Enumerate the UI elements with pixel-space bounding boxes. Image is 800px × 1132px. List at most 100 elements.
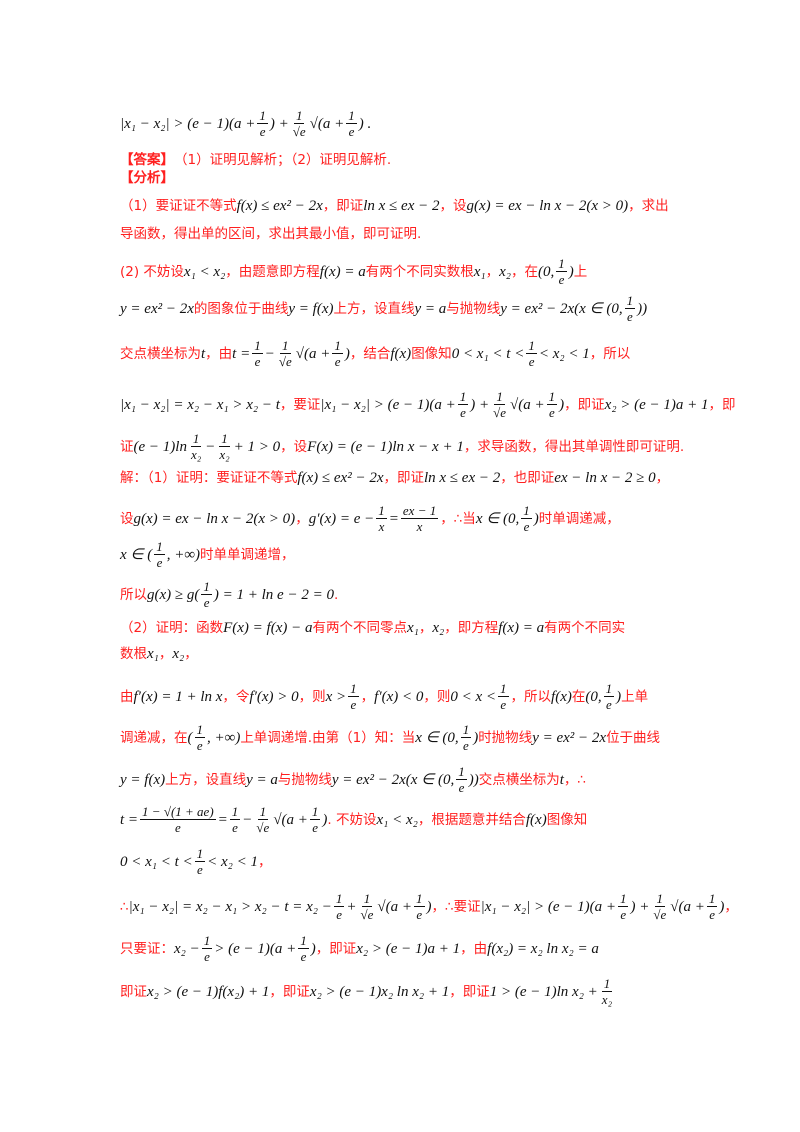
math-expression: x₂ > (e − 1)a + 1 xyxy=(356,940,461,957)
prose-text: ，即证 xyxy=(322,198,364,214)
math-expression: y = a xyxy=(414,300,447,317)
prose-text: 解：（1）证明：要证证不等式 xyxy=(120,470,298,486)
fraction-numerator: 1 xyxy=(309,804,321,820)
fraction-denominator: e xyxy=(204,949,210,964)
fraction-denominator: x₂ xyxy=(601,992,613,1007)
fraction-denominator: e xyxy=(259,124,266,139)
math-expression: x₂ > (e − 1)a + 1 xyxy=(604,396,709,413)
fraction-denominator: e xyxy=(336,907,342,922)
fraction-denominator: e xyxy=(197,862,203,877)
math-expression: √(a + xyxy=(377,898,412,915)
prose-text: 上方，设直线 xyxy=(333,300,415,317)
fraction-numerator: 1 xyxy=(194,722,205,738)
math-expression: √(a + xyxy=(309,115,345,132)
fraction-numerator: 1 xyxy=(624,293,636,309)
prose-text: 在 xyxy=(571,688,586,705)
text-line: 【分析】 xyxy=(120,168,174,188)
math-expression: x₂ − xyxy=(174,940,200,957)
math-expression: (0, xyxy=(585,688,602,705)
math-expression: ) + xyxy=(470,396,490,413)
fraction-numerator: 1 xyxy=(654,891,666,907)
fraction-numerator: 1 xyxy=(194,846,206,862)
math-expression: ) xyxy=(568,263,574,280)
prose-text: 时单调递减， xyxy=(538,510,620,527)
math-expression: f(x) ≤ ex² − 2x xyxy=(297,470,384,486)
fraction-denominator: √e xyxy=(292,124,306,139)
math-expression: x ∈ (0, xyxy=(415,729,459,746)
math-expression: < x₂ < 1 xyxy=(538,345,590,362)
math-expression: x ∈ (0, xyxy=(475,510,520,527)
prose-text: 只要证： xyxy=(120,940,174,957)
math-fraction: 1 √e xyxy=(254,804,271,835)
math-expression: , +∞) xyxy=(207,729,241,746)
fraction-numerator: 1 xyxy=(348,681,359,697)
fraction-denominator: e xyxy=(312,820,319,835)
math-expression: ) xyxy=(533,510,539,527)
math-expression: x₂ xyxy=(499,263,511,280)
prose-text: 的图象位于曲线 xyxy=(193,300,289,317)
fraction-numerator: 1 xyxy=(333,891,345,907)
prose-text: ，由 xyxy=(460,940,488,957)
section-heading: 【答案】 xyxy=(120,152,174,168)
math-expression: √(a + xyxy=(510,396,545,413)
prose-text: ， xyxy=(724,898,738,915)
math-expression: + 1 > 0 xyxy=(233,438,281,455)
fraction-numerator: 1 xyxy=(280,338,291,354)
fraction-denominator: √e xyxy=(493,405,507,420)
text-line: 所以 g(x) ≥ g(1 e) = 1 + ln e − 2 = 0. xyxy=(120,579,338,610)
text-line: y = ex² − 2x 的图象位于曲线 y = f(x) 上方，设直线 y = a 与抛… xyxy=(120,293,647,324)
math-expression: + xyxy=(346,898,357,915)
prose-text: ，即 xyxy=(708,396,736,413)
fraction-numerator: 1 xyxy=(456,764,467,780)
math-expression: y = ex² − 2x xyxy=(120,300,194,317)
fraction-denominator: √e xyxy=(653,907,667,922)
fraction-numerator: 1 xyxy=(494,389,505,405)
fraction-numerator: 1 xyxy=(332,338,343,354)
math-expression: g(x) = ex − ln x − 2(x > 0) xyxy=(133,510,296,527)
prose-text: 时单单调递增， xyxy=(200,546,295,563)
math-fraction: 1 √e xyxy=(277,338,294,369)
prose-text: ， xyxy=(295,510,309,527)
fraction-numerator: 1 xyxy=(257,108,268,124)
fraction-denominator: e xyxy=(626,309,633,324)
prose-text: ，即方程 xyxy=(444,620,499,636)
math-expression: x₂ xyxy=(432,620,445,636)
math-expression: ) xyxy=(310,940,316,957)
fraction-denominator: e xyxy=(254,354,261,369)
fraction-denominator: √e xyxy=(360,907,374,922)
prose-text: ， xyxy=(418,620,433,636)
math-expression: ) xyxy=(559,396,565,413)
prose-text: ，也即证 xyxy=(500,470,555,486)
fraction-numerator: 1 xyxy=(361,891,373,907)
math-expression: 0 < x₁ < t < xyxy=(120,853,193,870)
prose-text: ，∴要证 xyxy=(431,898,481,915)
fraction-denominator: √e xyxy=(256,820,270,835)
fraction-denominator: e xyxy=(334,354,341,369)
fraction-denominator: x₂ xyxy=(190,447,202,462)
math-expression: ) xyxy=(473,729,479,746)
prose-text: 导函数，得出单的区间，求出其最小值，即可证明. xyxy=(120,226,422,242)
fraction-denominator: e xyxy=(709,907,715,922)
math-expression: g(x) = ex − ln x − 2(x > 0) xyxy=(466,198,629,214)
math-expression: ) + xyxy=(269,115,289,132)
math-expression: f(x) = a xyxy=(319,263,366,280)
prose-text: ，则 xyxy=(298,688,326,705)
fraction-numerator: 1 xyxy=(457,389,469,405)
prose-text: ，设 xyxy=(439,198,467,214)
prose-text: ， xyxy=(485,263,500,280)
prose-text: (2) 不妨设 xyxy=(120,263,184,280)
math-expression: x₁ xyxy=(406,620,419,636)
fraction-denominator: e xyxy=(620,907,627,922)
prose-text: ， xyxy=(184,646,198,662)
prose-text: 调递减，在 xyxy=(120,729,188,746)
